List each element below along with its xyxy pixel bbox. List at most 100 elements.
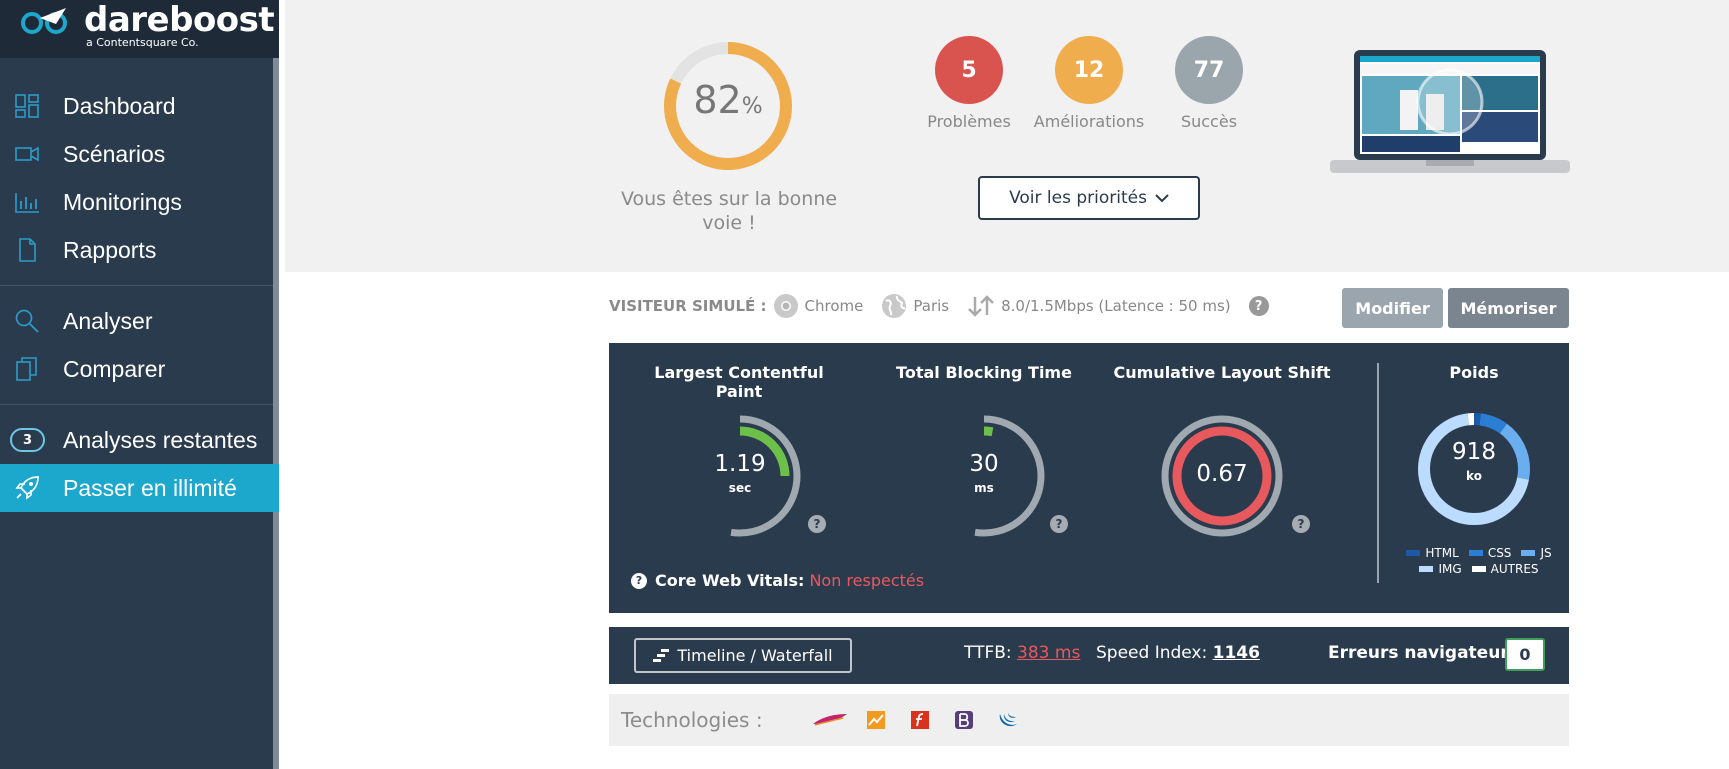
brand-logo[interactable]: dareboost a Contentsquare Co. — [0, 0, 279, 58]
stat-success-count: 77 — [1175, 36, 1243, 104]
sidebar-item-unlimited[interactable]: Passer en illimité — [0, 464, 279, 512]
score-ring — [664, 42, 792, 170]
sidebar-item-rapports[interactable]: Rapports — [0, 226, 279, 274]
sidebar-item-monitorings[interactable]: Monitorings — [0, 178, 279, 226]
brand-tagline: a Contentsquare Co. — [86, 36, 199, 49]
stat-improvements[interactable]: 12 Améliorations — [1029, 36, 1149, 131]
score-value: 82% — [693, 78, 763, 122]
laptop-screenshot-icon[interactable] — [1330, 50, 1570, 175]
jquery-icon[interactable] — [998, 710, 1018, 730]
memorize-button[interactable]: Mémoriser — [1448, 288, 1569, 328]
weight-segment-autres — [1418, 413, 1530, 525]
modify-button[interactable]: Modifier — [1342, 288, 1443, 328]
score-arc — [664, 42, 792, 170]
ttfb-label: TTFB: — [964, 643, 1012, 663]
sidebar-item-dashboard[interactable]: Dashboard — [0, 82, 279, 130]
tbt-value: 30 — [969, 451, 999, 477]
speed-index-metric: Speed Index: 1146 — [1096, 643, 1260, 663]
sidebar: dareboost a Contentsquare Co. Dashboard … — [0, 0, 279, 769]
lcp-arc — [739, 426, 790, 477]
waterfall-icon — [653, 648, 670, 662]
sidebar-divider — [0, 404, 273, 405]
speed-index-label: Speed Index: — [1096, 643, 1208, 663]
visitor-browser: Chrome — [773, 293, 864, 319]
stat-success[interactable]: 77 Succès — [1149, 36, 1269, 131]
cls-value: 0.67 — [1196, 461, 1248, 487]
tbt-help-icon[interactable]: ? — [1050, 515, 1068, 533]
visitor-label: VISITEUR SIMULÉ : — [609, 297, 767, 315]
sidebar-item-scenarios[interactable]: Scénarios — [0, 130, 279, 178]
stat-problems-count: 5 — [935, 36, 1003, 104]
tbt-unit: ms — [974, 481, 994, 495]
metrics-divider — [1377, 363, 1379, 583]
ttfb-value[interactable]: 383 ms — [1017, 643, 1081, 663]
visitor-location-label: Paris — [913, 297, 950, 315]
visitor-help-icon[interactable]: ? — [1248, 296, 1269, 316]
visitor-connection-label: 8.0/1.5Mbps (Latence : 50 ms) — [1001, 297, 1231, 315]
lcp-help-icon[interactable]: ? — [808, 515, 826, 533]
priorities-button[interactable]: Voir les priorités — [978, 176, 1200, 220]
tbt-title: Total Blocking Time — [896, 363, 1072, 382]
sidebar-divider — [0, 285, 273, 286]
sidebar-item-label: Rapports — [63, 236, 157, 263]
browser-errors-count[interactable]: 0 — [1505, 638, 1545, 671]
visitor-browser-label: Chrome — [804, 297, 864, 315]
analytics-icon[interactable] — [866, 710, 886, 730]
lcp-track — [730, 415, 801, 537]
sidebar-item-comparer[interactable]: Comparer — [0, 345, 279, 393]
visitor-connection: 8.0/1.5Mbps (Latence : 50 ms) — [967, 295, 1231, 317]
sidebar-item-label: Dashboard — [63, 92, 176, 119]
bootstrap-icon[interactable] — [954, 710, 974, 730]
chrome-icon — [773, 294, 798, 318]
sidebar-item-label: Monitorings — [63, 188, 182, 215]
timeline-waterfall-button[interactable]: Timeline / Waterfall — [634, 638, 852, 673]
search-icon — [15, 309, 39, 333]
chevron-down-icon — [1155, 194, 1169, 203]
dashboard-icon — [15, 94, 39, 118]
weight-segment-img — [1418, 413, 1530, 525]
visitor-location: Paris — [881, 293, 949, 319]
cwv-help-icon[interactable]: ? — [631, 572, 647, 589]
timings-bar: Timeline / Waterfall TTFB: 383 ms Speed … — [609, 627, 1569, 684]
cwv-label: Core Web Vitals: — [655, 571, 805, 590]
font-icon[interactable] — [910, 710, 930, 730]
lcp-title: Largest Contentful Paint — [654, 363, 824, 401]
brand-name: dareboost — [84, 0, 275, 40]
stat-improvements-label: Améliorations — [1033, 112, 1145, 131]
sidebar-item-label: Scénarios — [63, 140, 166, 167]
weight-legend: HTML CSS JS IMG AUTRES — [1404, 546, 1554, 576]
sidebar-item-analyser[interactable]: Analyser — [0, 297, 279, 345]
speed-index-value[interactable]: 1146 — [1212, 643, 1260, 663]
cls-gauge: 0.67 — [1157, 411, 1287, 541]
tbt-gauge-svg — [974, 415, 1045, 537]
globe-icon — [882, 294, 907, 318]
cls-help-icon[interactable]: ? — [1292, 515, 1310, 533]
simulated-visitor-bar: VISITEUR SIMULÉ : Chrome Paris 8.0/1.5Mb… — [609, 290, 1269, 322]
stat-problems[interactable]: 5 Problèmes — [909, 36, 1029, 131]
score-gauge: 82% — [662, 40, 794, 172]
timeline-button-label: Timeline / Waterfall — [677, 646, 833, 665]
legend-js: JS — [1521, 546, 1552, 560]
tbt-track — [974, 415, 1045, 537]
sidebar-item-label: Comparer — [63, 355, 166, 382]
sidebar-item-analyses-restantes[interactable]: 3 Analyses restantes — [0, 416, 279, 464]
legend-img: IMG — [1419, 562, 1462, 576]
weight-donut-svg — [1418, 413, 1530, 525]
cls-arc — [1172, 426, 1272, 526]
weight-donut: 918 ko — [1414, 409, 1534, 529]
ttfb-metric: TTFB: 383 ms — [964, 643, 1080, 663]
apache-icon[interactable] — [811, 710, 849, 730]
sidebar-item-label: Passer en illimité — [63, 474, 237, 501]
tbt-arc — [983, 426, 994, 437]
technologies-label: Technologies : — [621, 708, 763, 732]
weight-unit: ko — [1466, 469, 1482, 483]
document-icon — [19, 238, 36, 262]
legend-autres: AUTRES — [1471, 562, 1539, 576]
cls-title: Cumulative Layout Shift — [1113, 363, 1331, 382]
cls-gauge-svg — [1161, 415, 1283, 537]
tbt-gauge: 30 ms — [919, 411, 1049, 541]
stat-success-label: Succès — [1180, 112, 1238, 131]
bandwidth-arrows-icon — [968, 295, 994, 317]
core-web-vitals: ? Core Web Vitals: Non respectés — [631, 571, 924, 590]
sidebar-item-label: Analyses restantes — [63, 426, 258, 453]
